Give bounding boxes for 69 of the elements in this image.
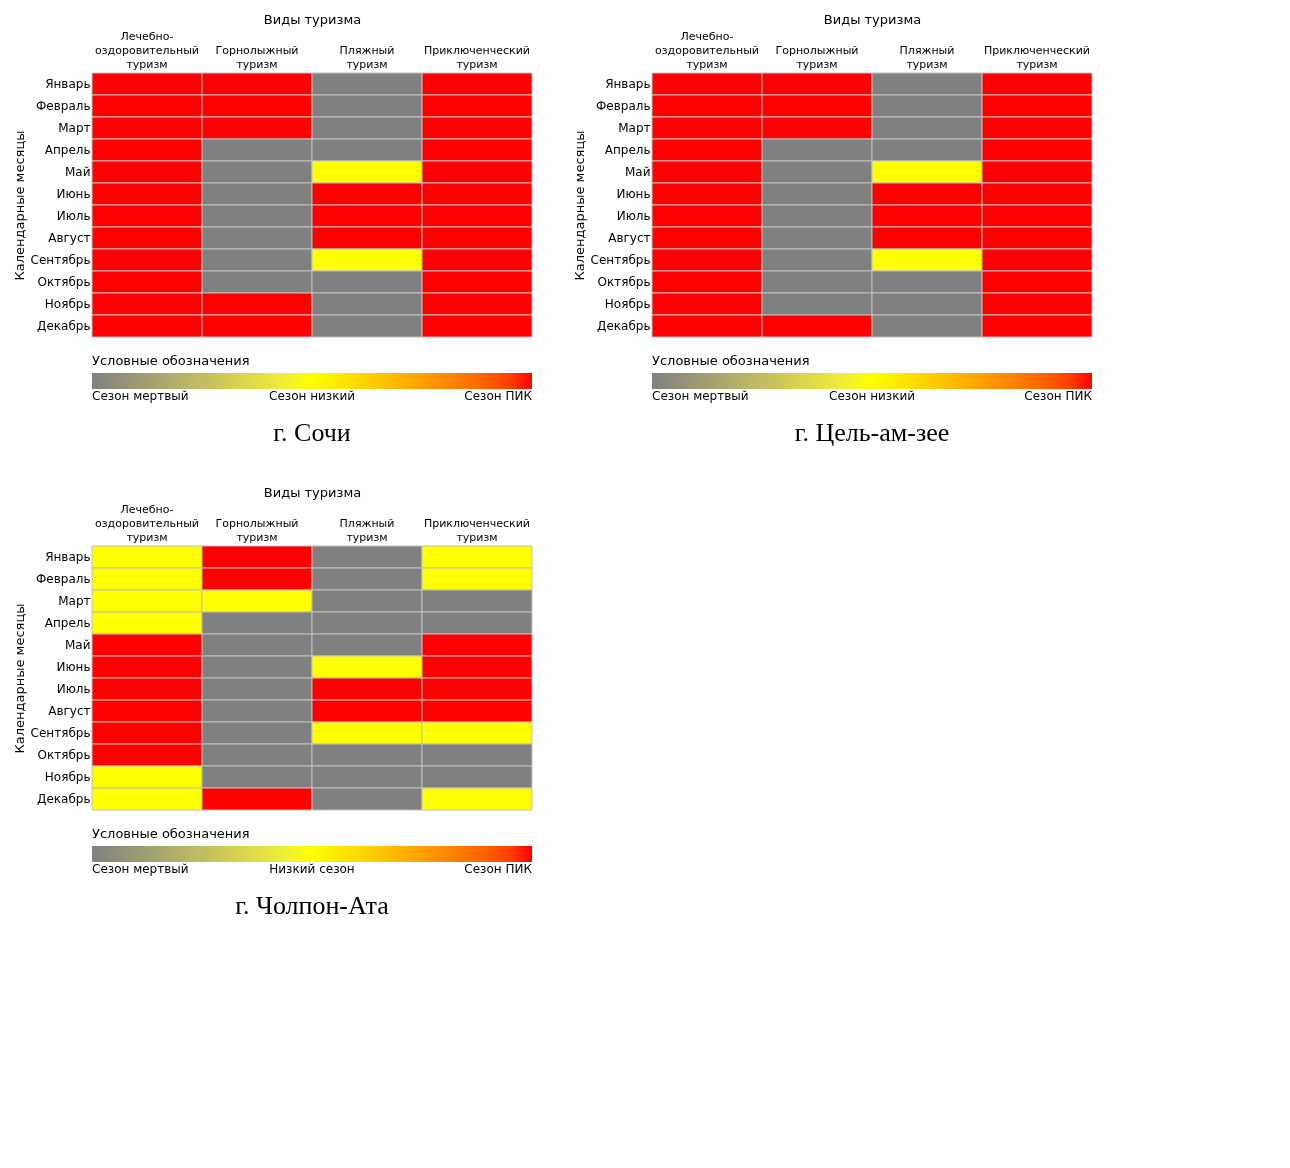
x-tick-label: Пляжный туризм (339, 516, 395, 544)
text: г. Чолпон-Ата (235, 891, 390, 920)
x-axis-title: Виды туризма (823, 11, 922, 27)
color-bar-label: Сезон мертвый (92, 389, 189, 403)
color-bar-label: Сезон низкий (268, 389, 356, 403)
y-tick-label: Июль (56, 209, 91, 223)
x-tick-label: Приключенческий туризм (423, 516, 531, 544)
legend-title: Условные обозначения (652, 353, 810, 368)
x-tick-label: Горнолыжный туризм (215, 43, 299, 71)
x-axis-title: Виды туризма (263, 11, 362, 27)
y-tick-label: Август (608, 231, 651, 245)
x-axis-title: Виды туризма (263, 484, 362, 500)
x-tick-label: Пляжный туризм (339, 43, 395, 71)
x-tick-label: Пляжный туризм (899, 43, 955, 71)
y-tick-label: Август (48, 231, 91, 245)
text: г. Цель-ам-зее (794, 418, 950, 447)
y-tick-label: Июнь (616, 187, 651, 201)
y-tick-label: Декабрь (37, 319, 91, 333)
y-tick-label: Январь (45, 77, 91, 91)
y-tick-label: Февраль (596, 99, 651, 113)
y-tick-label: Март (58, 594, 91, 608)
y-tick-label: Июнь (56, 187, 91, 201)
y-tick-label: Июнь (56, 660, 91, 674)
color-bar-label: Низкий сезон (269, 862, 355, 876)
y-tick-label: Сентябрь (30, 253, 91, 267)
y-tick-label: Октябрь (597, 275, 651, 289)
y-tick-label: Октябрь (37, 748, 91, 762)
y-tick-label: Март (58, 121, 91, 135)
y-tick-label: Декабрь (37, 792, 91, 806)
y-tick-label: Февраль (36, 99, 91, 113)
color-bar-label: Сезон ПИК (464, 389, 533, 403)
y-axis-title: Календарные месяцы (11, 603, 27, 754)
y-tick-label: Январь (605, 77, 651, 91)
color-bar-label: Сезон низкий (828, 389, 916, 403)
x-tick-label: Горнолыжный туризм (775, 43, 859, 71)
y-axis-title: Календарные месяцы (571, 130, 587, 281)
x-tick-label: Лечебно-оздоровительный туризм (95, 502, 199, 544)
y-tick-label: Апрель (44, 143, 91, 157)
y-tick-label: Сентябрь (30, 726, 91, 740)
y-tick-label: Май (64, 638, 91, 652)
y-tick-label: Ноябрь (44, 770, 91, 784)
x-tick-label: Лечебно-оздоровительный туризм (655, 29, 759, 71)
text: г. Сочи (273, 418, 351, 447)
legend-title: Условные обозначения (92, 353, 250, 368)
y-tick-label: Январь (45, 550, 91, 564)
y-tick-label: Февраль (36, 572, 91, 586)
y-tick-label: Апрель (44, 616, 91, 630)
color-bar-label: Сезон ПИК (1024, 389, 1093, 403)
x-tick-label: Лечебно-оздоровительный туризм (95, 29, 199, 71)
legend-title: Условные обозначения (92, 826, 250, 841)
y-tick-label: Май (624, 165, 651, 179)
y-tick-label: Апрель (604, 143, 651, 157)
color-bar-label: Сезон ПИК (464, 862, 533, 876)
y-tick-label: Сентябрь (590, 253, 651, 267)
y-tick-label: Май (64, 165, 91, 179)
x-tick-label: Горнолыжный туризм (215, 516, 299, 544)
y-tick-label: Июль (56, 682, 91, 696)
y-tick-label: Ноябрь (604, 297, 651, 311)
x-tick-label: Приключенческий туризм (423, 43, 531, 71)
y-axis-title: Календарные месяцы (11, 130, 27, 281)
y-tick-label: Август (48, 704, 91, 718)
y-tick-label: Октябрь (37, 275, 91, 289)
y-tick-label: Июль (616, 209, 651, 223)
y-tick-label: Декабрь (597, 319, 651, 333)
x-tick-label: Приключенческий туризм (983, 43, 1091, 71)
color-bar-label: Сезон мертвый (652, 389, 749, 403)
color-bar-label: Сезон мертвый (92, 862, 189, 876)
y-tick-label: Март (618, 121, 651, 135)
y-tick-label: Ноябрь (44, 297, 91, 311)
